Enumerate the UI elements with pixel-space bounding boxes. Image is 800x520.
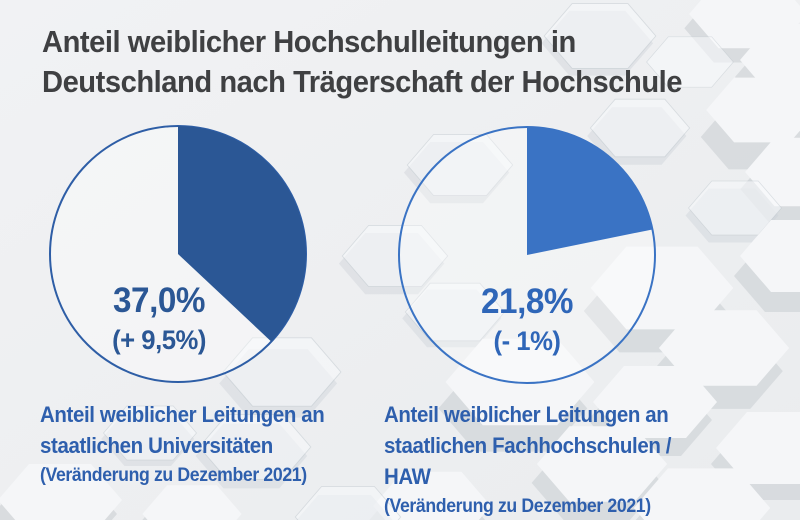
pie-change-label: (+ 9,5%) [112,325,206,355]
caption-line3: (Veränderung zu Dezember 2021) [40,465,307,486]
pie-fachhochschulen-label: 21,8% (- 1%) [399,282,656,357]
caption-line1: Anteil weiblicher Leitungen an [40,402,325,427]
caption-line1: Anteil weiblicher Leitungen an [384,402,669,427]
chart-title-line1: Anteil weiblicher Hochschulleitungen in [42,24,576,59]
caption-line3: (Veränderung zu Dezember 2021) [384,496,651,517]
pie-fachhochschulen-svg [398,126,656,384]
pie-value-label: 37,0% [113,281,205,320]
caption-fachhochschulen: Anteil weiblicher Leitungen an staatlich… [384,399,719,520]
pie-chart-fachhochschulen: 21,8% (- 1%) [392,120,662,390]
chart-title-line2: Deutschland nach Trägerschaft der Hochsc… [42,64,683,99]
pie-universities-label: 37,0% (+ 9,5%) [31,281,288,356]
caption-line2: staatlichen Fachhochschulen / HAW [384,433,672,489]
chart-title: Anteil weiblicher Hochschulleitungen in … [42,22,738,102]
caption-line2: staatlichen Universitäten [40,433,273,458]
pie-universities-svg [49,125,307,383]
pie-chart-universities: 37,0% (+ 9,5%) [43,119,313,389]
caption-universities: Anteil weiblicher Leitungen an staatlich… [40,399,375,491]
pie-value-label: 21,8% [481,282,573,321]
pie-change-label: (- 1%) [493,326,561,356]
